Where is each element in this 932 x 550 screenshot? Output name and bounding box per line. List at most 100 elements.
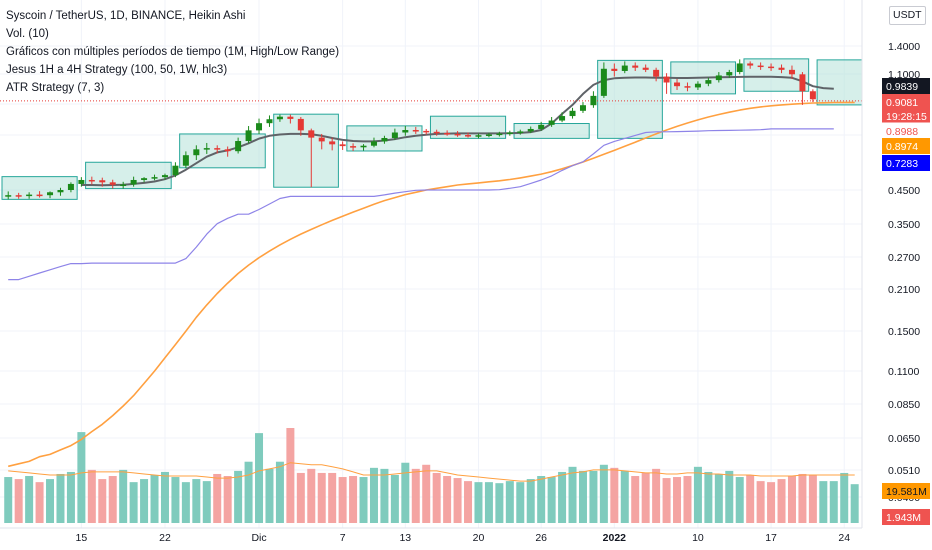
volume-bar: [56, 473, 65, 523]
candle-body: [788, 69, 795, 75]
legend-mtf-indicator[interactable]: Gráficos con múltiples períodos de tiemp…: [6, 46, 340, 58]
candle: [663, 73, 670, 94]
candle-body: [653, 69, 660, 77]
candle-body: [423, 130, 430, 133]
volume-bar: [767, 482, 776, 523]
candle: [193, 145, 200, 161]
candle-body: [611, 68, 618, 71]
volume-bar: [35, 482, 44, 523]
candle-body: [78, 179, 85, 184]
legend-volume[interactable]: Vol. (10): [6, 28, 49, 40]
series-line-vol-ma: [8, 462, 855, 482]
volume-bar: [25, 476, 34, 523]
candle: [329, 137, 336, 151]
candle: [318, 133, 325, 150]
candle: [339, 141, 346, 150]
volume-bar: [328, 472, 337, 523]
candle: [715, 72, 722, 83]
candle: [569, 107, 576, 119]
volume-bar: [349, 476, 358, 523]
candle-body: [454, 133, 461, 136]
volume-bar: [568, 466, 577, 523]
price-tag-label: 19.581M: [886, 486, 927, 498]
candle: [15, 192, 22, 199]
price-tick-label: 0.1500: [888, 326, 920, 338]
candle-body: [88, 179, 95, 182]
price-tick-label: 0.0650: [888, 433, 920, 445]
legend-strategy[interactable]: Jesus 1H a 4H Strategy (100, 50, 1W, hlc…: [6, 64, 228, 76]
legend-atr-strategy[interactable]: ATR Strategy (7, 3): [6, 82, 105, 94]
candle: [485, 132, 492, 138]
time-axis[interactable]: 15 22 Dic 7 13 20 26 2022 10 17 24: [0, 527, 862, 544]
candle: [67, 182, 74, 193]
candle: [653, 67, 660, 82]
candle-body: [276, 116, 283, 120]
candle-body: [266, 119, 273, 124]
price-tag-bg: [882, 509, 930, 525]
candle: [109, 179, 116, 189]
candle: [120, 181, 127, 189]
candle-body: [318, 137, 325, 142]
volume-bar: [610, 467, 619, 523]
candle: [266, 115, 273, 127]
candle: [130, 176, 137, 187]
candle-body: [747, 63, 754, 66]
price-tag: 0.9081: [882, 94, 930, 110]
candle-body: [26, 194, 33, 197]
price-tags: 0.9839 0.9081 19:28:15 0.8988 0.8974 0.7283 19…: [881, 78, 931, 525]
volume-bar: [756, 481, 765, 523]
volume-bar: [401, 462, 410, 523]
candle: [412, 126, 419, 134]
candle-body: [465, 135, 472, 137]
candle: [590, 91, 597, 108]
price-tick-label: 0.3500: [888, 219, 920, 231]
price-tag-label: 0.9839: [886, 81, 918, 93]
volume-bar: [307, 468, 316, 523]
volume-bar: [464, 481, 473, 523]
volume-bar: [662, 478, 671, 523]
candle-body: [538, 124, 545, 129]
candle: [548, 117, 555, 127]
candle: [297, 117, 304, 136]
candle-body: [99, 180, 106, 183]
candle: [444, 130, 451, 136]
candle: [78, 177, 85, 187]
time-tick-label: 15: [76, 532, 88, 544]
candle: [705, 77, 712, 87]
candle: [475, 133, 482, 139]
volume-bar: [547, 477, 556, 523]
volume-bar: [443, 476, 452, 523]
candle-body: [36, 194, 43, 197]
candle-body: [15, 195, 22, 197]
legend-symbol[interactable]: Syscoin / TetherUS, 1D, BINANCE, Heikin …: [6, 10, 246, 22]
candle-body: [444, 133, 451, 135]
candle-body: [224, 149, 231, 152]
volume-bar: [819, 481, 828, 523]
time-tick-label: 26: [535, 532, 547, 544]
volume-bar: [275, 461, 284, 523]
candle-body: [151, 177, 158, 179]
candle-body: [172, 165, 179, 176]
candle-body: [809, 91, 816, 100]
price-tag-label: 0.8988: [886, 126, 918, 138]
candle-body: [517, 131, 524, 133]
candle: [287, 114, 294, 124]
volume-bar: [213, 473, 222, 523]
price-tag: 0.8974: [882, 138, 930, 154]
candle-body: [256, 123, 263, 131]
price-tag: 19.581M: [882, 483, 930, 499]
candle-body: [287, 116, 294, 119]
candle: [5, 191, 12, 200]
range-box: [743, 58, 810, 92]
candle: [642, 64, 649, 73]
candle-body: [308, 130, 315, 138]
volume-bar: [526, 479, 535, 523]
currency-button[interactable]: USDT: [889, 6, 926, 25]
volume-bar: [746, 474, 755, 523]
volume-bar: [505, 481, 514, 523]
volume-bar: [380, 468, 389, 523]
candle-body: [632, 65, 639, 68]
volume-bar: [422, 464, 431, 523]
